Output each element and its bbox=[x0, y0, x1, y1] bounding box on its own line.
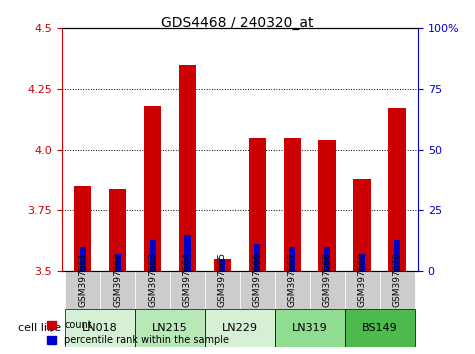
Bar bbox=[289, 247, 295, 271]
Text: GSM397661: GSM397661 bbox=[78, 252, 87, 307]
Bar bbox=[240, 271, 275, 309]
Bar bbox=[80, 247, 86, 271]
Text: GSM397668: GSM397668 bbox=[323, 252, 332, 307]
Bar bbox=[345, 271, 380, 309]
Legend: count, percentile rank within the sample: count, percentile rank within the sample bbox=[43, 316, 233, 349]
Bar bbox=[100, 271, 135, 309]
Text: GSM397665: GSM397665 bbox=[218, 252, 227, 307]
Bar bbox=[205, 309, 275, 347]
Text: GSM397663: GSM397663 bbox=[148, 252, 157, 307]
Bar bbox=[65, 271, 100, 309]
Bar bbox=[150, 240, 156, 271]
Bar bbox=[65, 309, 135, 347]
Bar bbox=[275, 271, 310, 309]
Text: GDS4468 / 240320_at: GDS4468 / 240320_at bbox=[161, 16, 314, 30]
Bar bbox=[74, 186, 91, 271]
Bar bbox=[380, 271, 415, 309]
Bar bbox=[318, 140, 336, 271]
Bar bbox=[394, 240, 400, 271]
Bar bbox=[205, 271, 240, 309]
Bar bbox=[214, 259, 231, 271]
Bar bbox=[114, 254, 121, 271]
Bar bbox=[389, 108, 406, 271]
Text: GSM397667: GSM397667 bbox=[288, 252, 297, 307]
Bar bbox=[254, 244, 260, 271]
Bar bbox=[219, 259, 226, 271]
Bar bbox=[248, 138, 266, 271]
Text: LN018: LN018 bbox=[82, 323, 118, 333]
Text: cell line: cell line bbox=[18, 323, 61, 333]
Text: GSM397669: GSM397669 bbox=[358, 252, 367, 307]
Bar bbox=[275, 309, 345, 347]
Bar bbox=[353, 179, 371, 271]
Text: BS149: BS149 bbox=[361, 323, 398, 333]
Text: GSM397666: GSM397666 bbox=[253, 252, 262, 307]
Bar bbox=[135, 271, 170, 309]
Bar bbox=[345, 309, 415, 347]
Text: LN319: LN319 bbox=[292, 323, 328, 333]
Text: GSM397670: GSM397670 bbox=[392, 252, 401, 307]
Bar bbox=[284, 138, 301, 271]
Bar bbox=[184, 235, 190, 271]
Text: GSM397662: GSM397662 bbox=[113, 252, 122, 307]
Bar bbox=[359, 254, 365, 271]
Text: LN215: LN215 bbox=[152, 323, 188, 333]
Bar bbox=[109, 189, 126, 271]
Text: LN229: LN229 bbox=[222, 323, 258, 333]
Bar bbox=[144, 106, 162, 271]
Bar bbox=[135, 309, 205, 347]
Text: GSM397664: GSM397664 bbox=[183, 252, 192, 307]
Bar bbox=[170, 271, 205, 309]
Bar bbox=[179, 65, 196, 271]
Bar bbox=[310, 271, 345, 309]
Bar bbox=[324, 247, 330, 271]
